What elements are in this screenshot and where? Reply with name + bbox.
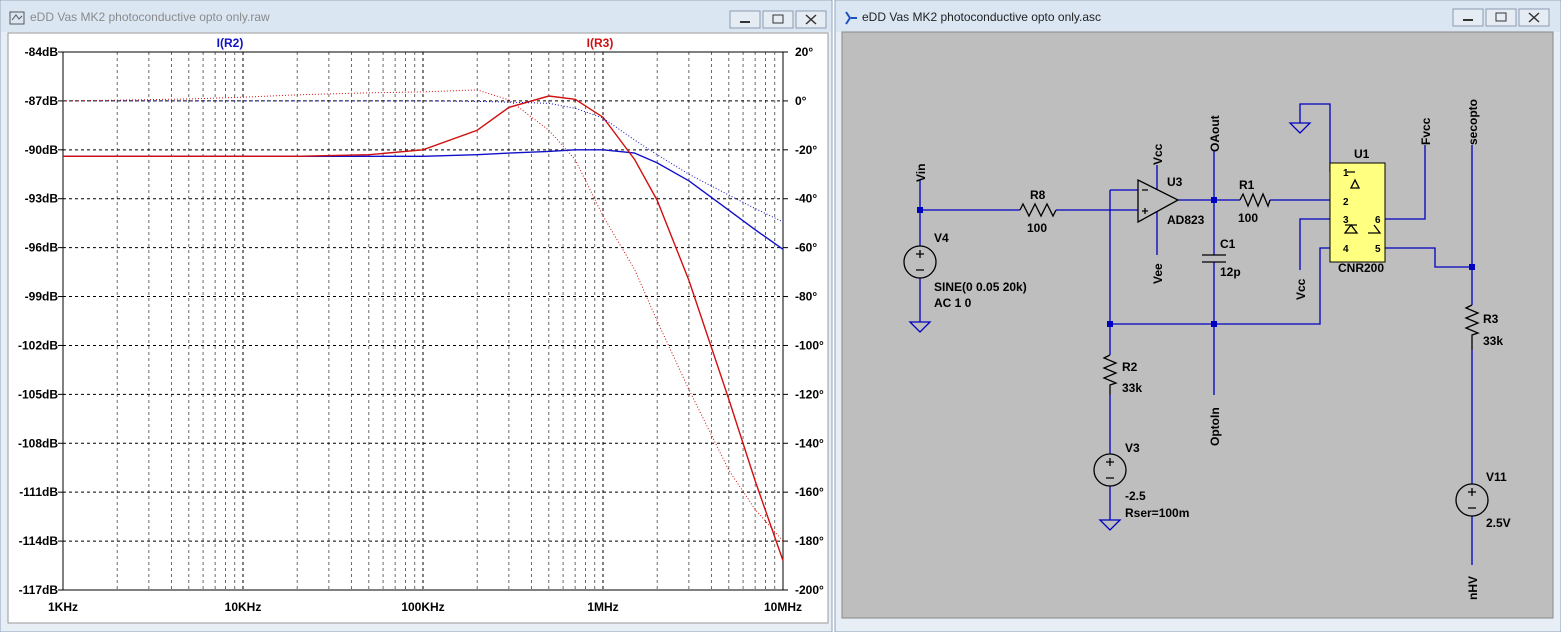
y-tick-label: -102dB bbox=[18, 338, 58, 352]
x-tick-label: 100KHz bbox=[401, 600, 444, 614]
component-value: 2.5V bbox=[1486, 516, 1511, 530]
component-value: CNR200 bbox=[1338, 261, 1384, 275]
component-name: R3 bbox=[1483, 312, 1499, 326]
component-value: Rser=100m bbox=[1125, 506, 1189, 520]
x-tick-label: 1KHz bbox=[48, 600, 78, 614]
plot: 1KHz 10KHz 100KHz 1MHz 10MHz -84dB -87dB -90dB -… bbox=[18, 36, 824, 614]
sources bbox=[903, 245, 1489, 517]
y-tick-label: -117dB bbox=[19, 583, 59, 597]
x-tick-label: 10KHz bbox=[225, 600, 262, 614]
y2-tick-label: -80° bbox=[795, 290, 817, 304]
component-value: 33k bbox=[1122, 381, 1142, 395]
component-value: -2.5 bbox=[1125, 489, 1146, 503]
net-label: Vcc bbox=[1294, 278, 1308, 300]
pin-label: 4 bbox=[1343, 244, 1349, 255]
series-line bbox=[62, 89, 784, 542]
schematic: Vin Vcc Vee OAout Fvcc secopto Vcc OptoI… bbox=[903, 99, 1511, 600]
y2-tick-label: -100° bbox=[795, 338, 824, 352]
net-label: Vcc bbox=[1151, 143, 1165, 165]
resistors bbox=[1019, 192, 1480, 395]
y-tick-label: -96dB bbox=[25, 241, 59, 255]
component-name: U3 bbox=[1167, 175, 1183, 189]
y-tick-label: -84dB bbox=[25, 45, 59, 59]
icon bbox=[845, 11, 857, 25]
component-name: U1 bbox=[1354, 147, 1370, 161]
opto-symbol bbox=[1343, 171, 1382, 234]
icon bbox=[9, 11, 25, 25]
component-value: 100 bbox=[1238, 211, 1258, 225]
net-label: Fvcc bbox=[1419, 117, 1433, 145]
y2-tick-label: -40° bbox=[795, 192, 817, 206]
series-line bbox=[63, 95, 784, 561]
series-line bbox=[63, 100, 784, 223]
y-tick-label: -111dB bbox=[19, 485, 58, 499]
opto-body bbox=[1329, 162, 1386, 263]
component-value: 12p bbox=[1220, 265, 1241, 279]
y2-tick-label: -200° bbox=[795, 583, 824, 597]
legend-entry: I(R2) bbox=[217, 36, 244, 50]
component-value: AD823 bbox=[1167, 213, 1205, 227]
y2-tick-label: -20° bbox=[795, 143, 817, 157]
legend-entry: I(R3) bbox=[587, 36, 614, 50]
junctions bbox=[917, 197, 1475, 327]
component-name: C1 bbox=[1220, 237, 1236, 251]
opamp bbox=[1137, 178, 1180, 224]
pin-label: 6 bbox=[1375, 215, 1381, 226]
y2-tick-label: -120° bbox=[795, 387, 824, 401]
pin-label: 3 bbox=[1343, 215, 1349, 226]
component-name: V4 bbox=[934, 231, 949, 245]
pin-label: 5 bbox=[1375, 244, 1381, 255]
y2-tick-label: 20° bbox=[795, 45, 813, 59]
y2-tick-label: -180° bbox=[795, 534, 824, 548]
y2-tick-label: -160° bbox=[795, 485, 824, 499]
title-bar bbox=[1, 1, 831, 32]
net-label: OptoIn bbox=[1208, 407, 1222, 446]
component-name: V3 bbox=[1125, 441, 1140, 455]
pin-label: 1 bbox=[1343, 168, 1349, 179]
component-name: R8 bbox=[1030, 188, 1046, 202]
window-title: eDD Vas MK2 photoconductive opto only.as… bbox=[862, 10, 1101, 24]
pin-label: 2 bbox=[1343, 197, 1349, 208]
component-name: R1 bbox=[1239, 178, 1255, 192]
net-label: Vee bbox=[1151, 263, 1165, 284]
y-tick-label: -93dB bbox=[25, 192, 59, 206]
net-label: nHV bbox=[1466, 576, 1480, 600]
title-bar bbox=[836, 1, 1560, 32]
component-value: AC 1 0 bbox=[934, 296, 972, 310]
window-title: eDD Vas MK2 photoconductive opto only.ra… bbox=[30, 10, 270, 24]
y-tick-label: -87dB bbox=[25, 94, 59, 108]
component-name: R2 bbox=[1122, 360, 1138, 374]
y-tick-label: -114dB bbox=[19, 534, 59, 548]
schematic-canvas bbox=[841, 31, 1554, 619]
component-value: 100 bbox=[1027, 221, 1047, 235]
ground bbox=[908, 122, 1312, 531]
plot-pane bbox=[7, 32, 829, 624]
y2-tick-label: -140° bbox=[795, 436, 824, 450]
net-label: secopto bbox=[1466, 99, 1480, 145]
component-name: V11 bbox=[1486, 470, 1507, 484]
net-label: OAout bbox=[1208, 115, 1222, 152]
y-tick-label: -90dB bbox=[25, 143, 59, 157]
y-tick-label: -105dB bbox=[18, 387, 58, 401]
y-tick-label: -108dB bbox=[18, 436, 58, 450]
net-label: Vin bbox=[914, 164, 928, 182]
capacitor bbox=[1202, 254, 1226, 263]
y2-tick-label: 0° bbox=[795, 94, 807, 108]
component-value: SINE(0 0.05 20k) bbox=[934, 280, 1027, 294]
x-tick-label: 1MHz bbox=[587, 600, 618, 614]
component-value: 33k bbox=[1483, 334, 1503, 348]
y2-tick-label: -60° bbox=[795, 241, 817, 255]
y-tick-label: -99dB bbox=[25, 290, 59, 304]
x-tick-label: 10MHz bbox=[764, 600, 802, 614]
window-buttons[interactable] bbox=[1452, 8, 1550, 27]
window-buttons[interactable] bbox=[729, 10, 827, 29]
